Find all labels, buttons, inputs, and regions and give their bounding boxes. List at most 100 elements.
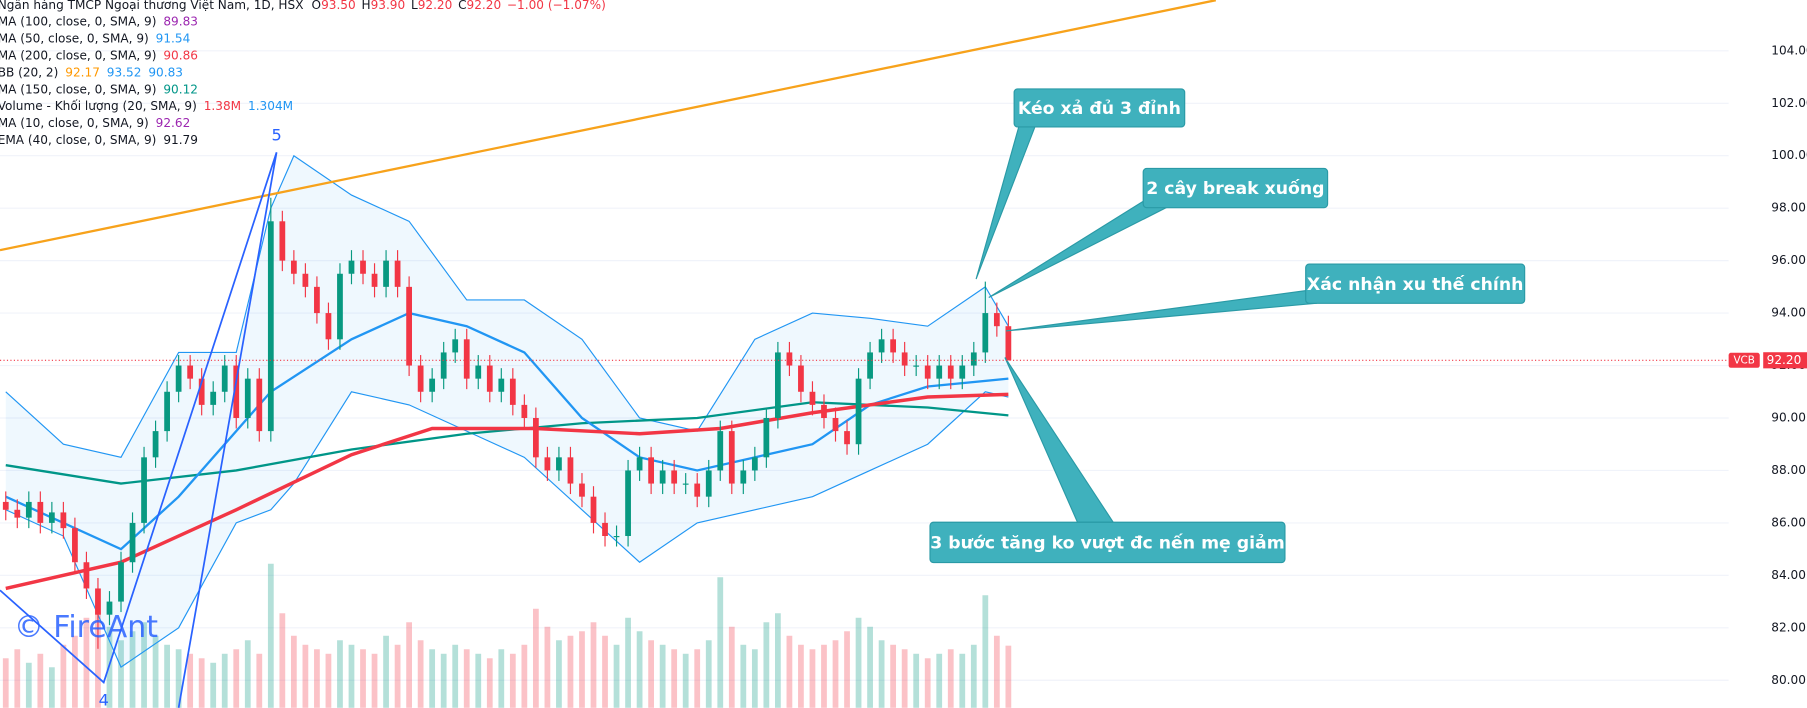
- candle-body: [429, 378, 436, 392]
- volume-bar: [832, 640, 839, 708]
- candle-body: [751, 457, 758, 471]
- indicator-value: 1.304M: [248, 99, 293, 113]
- candle-body: [521, 404, 528, 418]
- candle-body: [152, 431, 159, 458]
- candle-body: [682, 483, 689, 485]
- y-tick-label: 90.00: [1771, 410, 1806, 424]
- candle-body: [567, 457, 574, 484]
- candle-body: [279, 221, 286, 261]
- volume-bar: [636, 631, 643, 708]
- candle-body: [775, 352, 781, 418]
- volume-bar: [129, 631, 136, 708]
- candle-body: [14, 509, 21, 518]
- volume-bar: [728, 626, 735, 708]
- band-layer: [5, 154, 1009, 669]
- candle-body: [463, 339, 470, 379]
- indicator-line: MA (150, close, 0, SMA, 9) 90.12: [0, 82, 198, 96]
- candle-body: [175, 365, 182, 392]
- candle-body: [636, 457, 643, 471]
- volume-bar: [947, 649, 954, 708]
- callout-text: Xác nhận xu thế chính: [1307, 274, 1523, 295]
- candle-body: [993, 313, 1000, 327]
- candle-body: [290, 260, 297, 274]
- volume-bar: [556, 640, 562, 708]
- candle-body: [72, 528, 78, 563]
- candle-body: [48, 512, 55, 523]
- volume-bar: [821, 644, 827, 708]
- candle-body: [95, 588, 101, 615]
- candle-body: [2, 501, 9, 510]
- candle-body: [867, 352, 873, 379]
- candle-body: [659, 470, 666, 484]
- candle-body: [233, 365, 240, 418]
- symbol-label: VCB: [1733, 354, 1754, 366]
- ohlc-value: 92.20: [467, 0, 502, 11]
- candle-body: [417, 365, 424, 392]
- volume-bar: [187, 653, 194, 708]
- volume-bar: [37, 653, 44, 708]
- candle-body: [959, 365, 966, 379]
- candle-body: [1005, 326, 1012, 361]
- indicator-label: MA (200, close, 0, SMA, 9): [0, 48, 156, 62]
- candle-body: [187, 365, 194, 379]
- candle-body: [532, 417, 539, 458]
- indicator-value: 91.54: [156, 31, 191, 45]
- volume-bar: [717, 577, 724, 708]
- watermark: © FireAnt: [14, 610, 158, 645]
- indicator-value: 92.17: [65, 65, 100, 79]
- volume-bar: [936, 653, 943, 708]
- volume-bar: [682, 653, 689, 708]
- volume-bar: [498, 649, 505, 708]
- candle-body: [625, 470, 631, 537]
- callout-text: 3 bước tăng ko vượt đc nến mẹ giảm: [930, 533, 1284, 554]
- indicator-line: MA (50, close, 0, SMA, 9) 91.54: [0, 31, 191, 45]
- y-tick-label: 80.00: [1771, 673, 1806, 687]
- candle-layer: [2, 197, 1012, 649]
- indicator-label: MA (150, close, 0, SMA, 9): [0, 82, 156, 96]
- indicator-value: 89.83: [163, 14, 198, 28]
- callout-text: 2 cây break xuống: [1146, 178, 1324, 199]
- candle-body: [855, 378, 862, 445]
- volume-bar: [141, 622, 147, 708]
- indicator-value: 1.38M: [204, 99, 241, 113]
- candle-body: [60, 512, 67, 529]
- candle-body: [602, 522, 608, 537]
- y-tick-label: 82.00: [1771, 620, 1806, 634]
- volume-bar: [590, 622, 597, 708]
- candle-body: [325, 313, 332, 340]
- candle-body: [936, 365, 943, 379]
- candle-body: [498, 378, 505, 392]
- indicator-label: EMA (40, close, 0, SMA, 9): [0, 133, 156, 147]
- candle-body: [890, 339, 897, 353]
- callout-text: Kéo xả đủ 3 đỉnh: [1018, 99, 1181, 119]
- volume-bar: [613, 644, 620, 708]
- candle-body: [452, 339, 459, 353]
- volume-bar: [901, 649, 908, 708]
- volume-bar: [256, 653, 263, 708]
- volume-bar: [83, 617, 90, 708]
- candle-body: [302, 273, 309, 287]
- overlay-line: [0, 0, 1217, 252]
- candle-body: [37, 501, 44, 523]
- volume-bar: [118, 640, 124, 708]
- volume-bar: [924, 658, 931, 708]
- indicator-value: 92.62: [156, 116, 191, 130]
- volume-bar: [14, 649, 21, 708]
- indicator-value: 93.52: [107, 65, 142, 79]
- ohlc-value: 92.20: [418, 0, 453, 11]
- indicator-label: MA (100, close, 0, SMA, 9): [0, 14, 156, 28]
- volume-bar: [694, 649, 701, 708]
- volume-bar: [705, 640, 712, 708]
- volume-bar: [625, 617, 631, 708]
- indicator-line: MA (200, close, 0, SMA, 9) 90.86: [0, 48, 198, 62]
- candle-body: [118, 562, 124, 602]
- candle-body: [590, 496, 597, 523]
- callout-box: [929, 521, 1286, 564]
- candle-body: [486, 365, 493, 392]
- volume-bar: [48, 667, 55, 708]
- candle-body: [694, 483, 701, 497]
- candle-body: [613, 536, 620, 538]
- candle-body: [314, 286, 320, 314]
- volume-bar: [602, 635, 608, 708]
